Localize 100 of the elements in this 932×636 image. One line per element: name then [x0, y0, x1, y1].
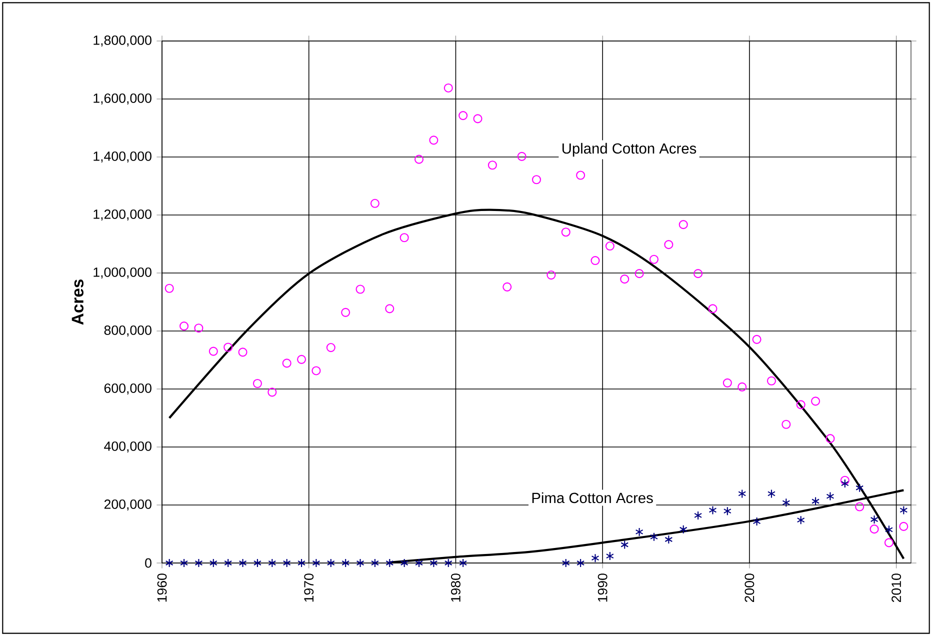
point [268, 388, 277, 397]
point [679, 524, 688, 534]
point [796, 516, 805, 525]
point [782, 420, 791, 429]
point [678, 220, 688, 230]
point [164, 284, 174, 293]
point [400, 233, 409, 242]
point [664, 240, 674, 250]
x-tick-label: 1980 [451, 574, 460, 602]
point [238, 348, 248, 357]
point [840, 476, 850, 485]
y-tick-label: 1,600,000 [94, 93, 152, 105]
point [298, 558, 306, 568]
point [650, 532, 658, 542]
point [840, 479, 849, 488]
point [635, 527, 644, 537]
point [385, 304, 394, 314]
point [238, 558, 247, 568]
point [253, 558, 262, 568]
point [899, 522, 908, 531]
point [459, 558, 468, 568]
x-tick-label: 2010 [892, 574, 902, 602]
point [605, 241, 614, 251]
point [870, 514, 878, 524]
point [738, 382, 747, 392]
point [752, 516, 761, 526]
point [179, 322, 189, 331]
point [312, 558, 320, 568]
x-tick-label: 2000 [744, 574, 754, 602]
point [855, 502, 864, 512]
point [224, 558, 232, 568]
point [268, 558, 276, 568]
series-label: Upland Cotton Acres [562, 142, 696, 157]
point [664, 534, 673, 544]
y-tick-label: 1,800,000 [94, 35, 152, 47]
point [546, 270, 556, 280]
point [576, 558, 585, 568]
point [766, 376, 776, 386]
point [194, 324, 204, 333]
point [811, 396, 820, 406]
point [517, 152, 526, 161]
point [312, 366, 321, 376]
point [473, 114, 482, 124]
point [209, 558, 218, 568]
y-tick-label: 1,200,000 [94, 209, 152, 221]
point [884, 538, 894, 548]
point [400, 558, 408, 568]
point [180, 558, 188, 568]
point [826, 434, 835, 444]
point [356, 284, 365, 294]
point [444, 558, 452, 568]
point [694, 269, 703, 278]
y-tick-label: 600,000 [104, 383, 152, 395]
point [386, 558, 394, 568]
point [444, 83, 453, 93]
point [620, 274, 630, 284]
point [282, 558, 291, 568]
series-label: Pima Cotton Acres [532, 492, 653, 504]
point [826, 492, 834, 501]
point [752, 334, 762, 344]
point [708, 304, 718, 314]
point [561, 228, 570, 237]
point [430, 558, 438, 568]
point [296, 354, 306, 364]
point [458, 110, 468, 120]
point [282, 358, 292, 368]
point [723, 506, 732, 516]
x-tick-label: 1990 [598, 574, 608, 602]
point [224, 342, 233, 352]
point [370, 198, 380, 208]
point [606, 552, 614, 561]
point [708, 506, 717, 515]
point [194, 558, 203, 568]
point [370, 558, 379, 568]
point [620, 540, 629, 550]
y-tick-label: 1,000,000 [94, 267, 152, 279]
point [562, 558, 570, 568]
point [326, 558, 335, 568]
y-tick-label: 800,000 [104, 325, 152, 337]
point [341, 308, 350, 317]
x-tick-label: 1960 [157, 574, 167, 602]
point [796, 400, 806, 410]
point [576, 170, 586, 180]
point [414, 154, 424, 164]
point [165, 558, 174, 568]
point [884, 525, 893, 534]
y-tick-label: 200,000 [104, 499, 152, 511]
point [590, 256, 600, 266]
point [694, 510, 702, 520]
point [502, 282, 512, 292]
point [634, 269, 644, 278]
point [649, 254, 659, 264]
point [782, 498, 790, 508]
y-tick-label: 0 [145, 558, 152, 568]
point [870, 524, 879, 534]
point [722, 378, 732, 388]
point [812, 496, 820, 506]
point [767, 489, 776, 498]
point [738, 489, 746, 498]
point [429, 136, 438, 145]
